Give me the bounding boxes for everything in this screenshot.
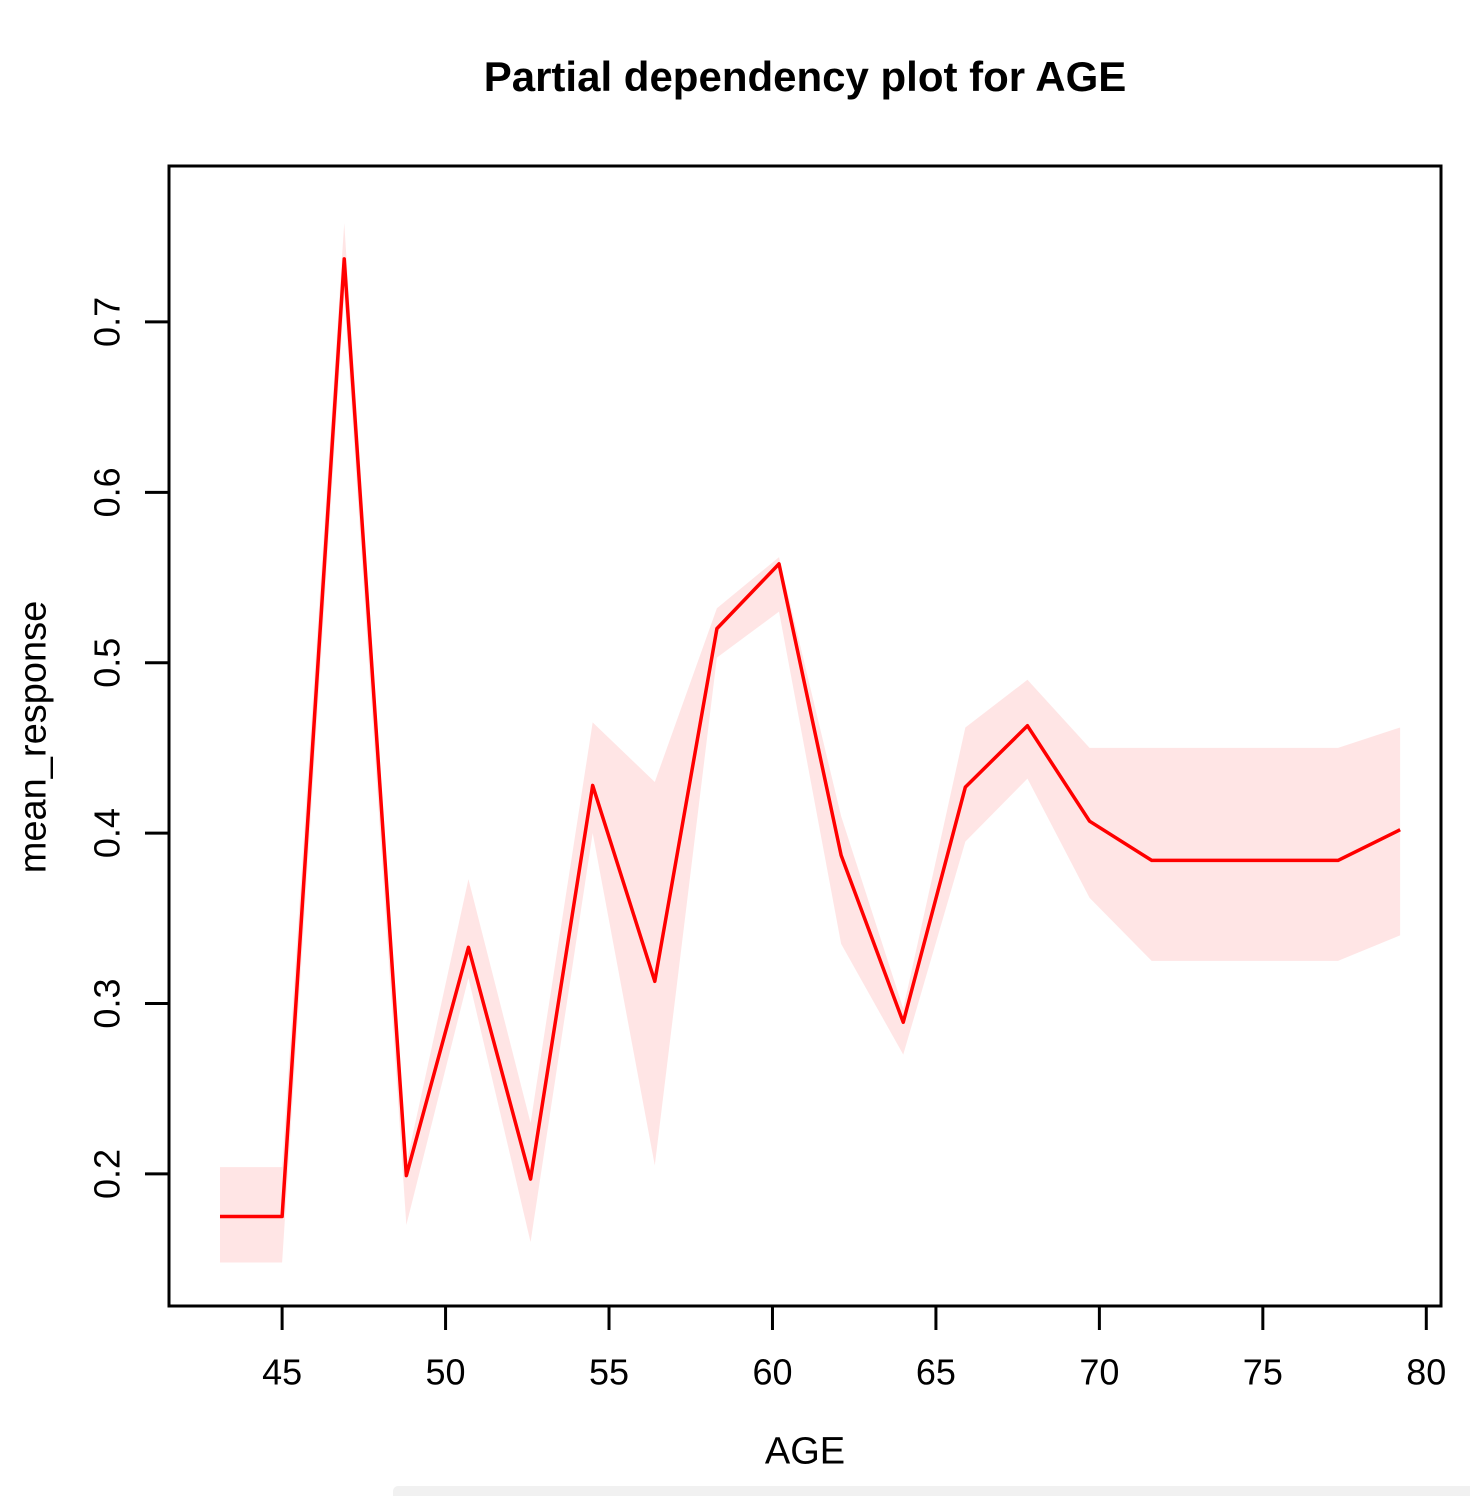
y-axis-tick-label: 0.5 bbox=[87, 638, 128, 688]
x-axis-tick-label: 50 bbox=[426, 1352, 466, 1393]
x-axis-tick-label: 70 bbox=[1079, 1352, 1119, 1393]
x-axis-tick-label: 60 bbox=[752, 1352, 792, 1393]
x-axis-tick-label: 55 bbox=[589, 1352, 629, 1393]
x-axis-tick-label: 65 bbox=[916, 1352, 956, 1393]
chart-title: Partial dependency plot for AGE bbox=[483, 53, 1127, 100]
y-axis-label: mean_response bbox=[12, 600, 55, 874]
confidence-band bbox=[219, 223, 1401, 1263]
x-axis-tick-label: 80 bbox=[1406, 1352, 1446, 1393]
y-axis-tick-label: 0.6 bbox=[87, 467, 128, 517]
x-axis-label: AGE bbox=[764, 1430, 846, 1473]
y-axis-tick-label: 0.7 bbox=[87, 297, 128, 347]
plot-box bbox=[167, 164, 1443, 1308]
bottom-scrollbar-artifact bbox=[393, 1486, 1470, 1496]
y-axis-tick-label: 0.4 bbox=[87, 808, 128, 858]
y-axis-tick-label: 0.2 bbox=[87, 1149, 128, 1199]
x-axis-tick-label: 75 bbox=[1243, 1352, 1283, 1393]
y-axis-tick-label: 0.3 bbox=[87, 979, 128, 1029]
x-axis-tick-label: 45 bbox=[262, 1352, 302, 1393]
mean-response-line bbox=[219, 257, 1401, 1219]
